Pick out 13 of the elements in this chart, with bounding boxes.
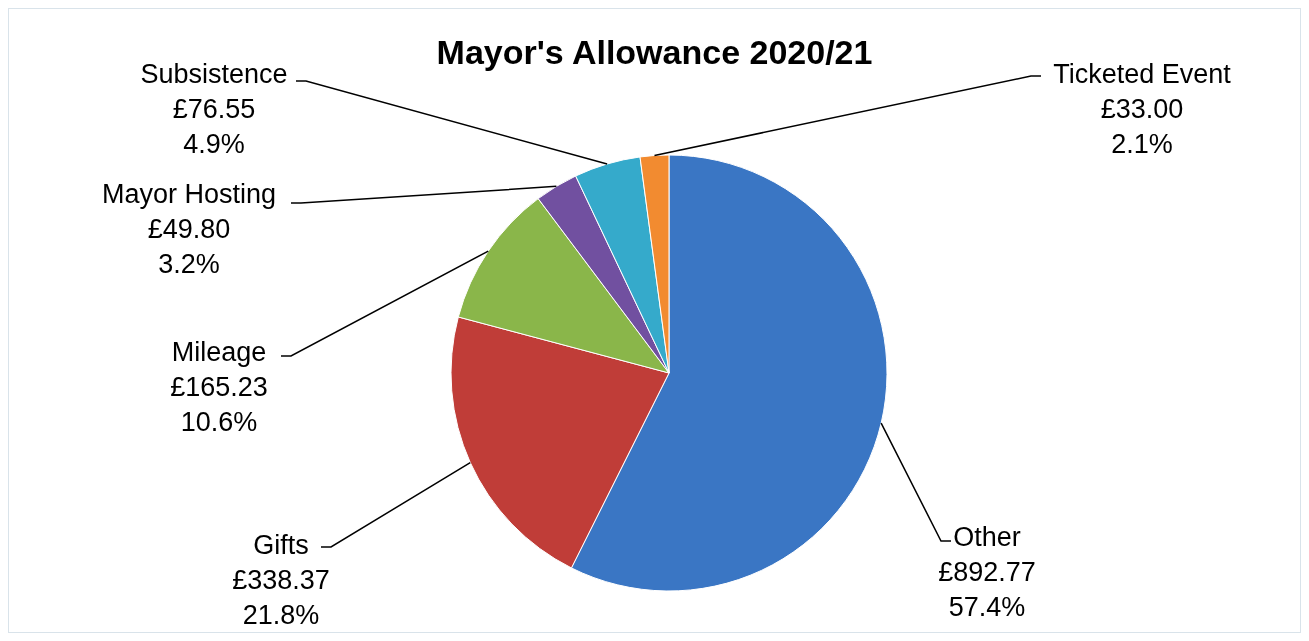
slice-label: Mayor Hosting <box>101 179 277 209</box>
slice-label: Mileage <box>171 337 267 367</box>
chart-title: Mayor's Allowance 2020/21 <box>436 33 873 71</box>
data-label: £49.80 3.2% <box>147 214 231 279</box>
slice-label: Gifts <box>253 530 309 560</box>
slice-label: Other <box>953 522 1021 552</box>
data-label: £33.00 2.1% <box>1100 94 1184 159</box>
data-label: £76.55 4.9% <box>172 94 256 159</box>
slice-label: Subsistence <box>140 59 288 89</box>
data-label: £892.77 57.4% <box>938 557 1036 622</box>
data-label: £165.23 10.6% <box>170 372 268 437</box>
data-label: £338.37 21.8% <box>232 565 330 630</box>
slice-label: Ticketed Event <box>1053 59 1232 89</box>
